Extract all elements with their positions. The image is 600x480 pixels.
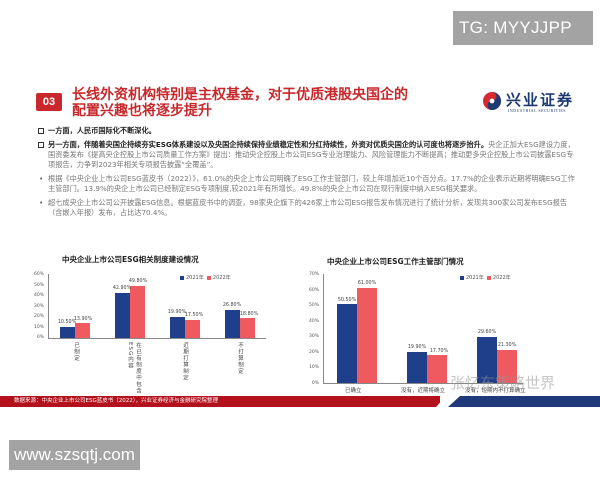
logo-text-en: INDUSTRIAL SECURITIES xyxy=(508,108,567,113)
logo-mark-icon xyxy=(483,92,501,110)
slide: 03 长线外资机构特别是主权基金，对于优质港股央国企的配置兴趣也将逐步提升 兴业… xyxy=(0,80,600,410)
bar-2022 xyxy=(130,285,145,338)
legend-swatch-2021 xyxy=(180,275,184,280)
chart-title: 中央企业上市公司ESG工作主管部门情况 xyxy=(327,257,464,266)
source-note: 数据来源：中央企业上市公司ESG蓝皮书（2022），兴业证券经济与金融研究院整理 xyxy=(14,398,218,404)
chart-legend: 2021年 2022年 xyxy=(460,274,511,281)
category-label: 近期打算制定 xyxy=(182,342,188,381)
y-axis xyxy=(48,274,49,338)
section-number-badge: 03 xyxy=(36,93,62,111)
bullet-item: • 超七成央企上市公司公开披露ESG信息。根据蓝皮书中的调查，98家央企旗下的4… xyxy=(39,198,568,217)
bullet-dot-icon: • xyxy=(39,198,44,207)
bar-2021 xyxy=(337,304,357,383)
watermark-top: TG: MYYJJPP xyxy=(453,11,593,45)
bar-2022 xyxy=(240,318,255,338)
bar-2021 xyxy=(60,327,75,338)
category-label: 没有，短期内不打算确立 xyxy=(465,388,526,394)
brand-logo: 兴业证券 INDUSTRIAL SECURITIES xyxy=(482,86,592,122)
source-footer: 数据来源：中央企业上市公司ESG蓝皮书（2022），兴业证券经济与金融研究院整理 xyxy=(0,396,600,407)
bullet-item: • 根据《中央企业上市公司ESG蓝皮书（2022）》，61.0%的央企上市公司明… xyxy=(39,174,575,193)
slide-title: 长线外资机构特别是主权基金，对于优质港股央国企的配置兴趣也将逐步提升 xyxy=(72,87,408,119)
legend-swatch-2022 xyxy=(206,275,211,280)
bullet-item: 一方面，人民币国际化不断深化。 xyxy=(38,126,578,136)
bar-2022 xyxy=(357,288,377,383)
bar-2022 xyxy=(75,323,90,338)
plot-area: 50.50% 61.00% 19.90% 17.70% 29.60% 21.30… xyxy=(323,274,523,383)
bar-2021 xyxy=(115,293,130,338)
bar-2022 xyxy=(185,319,200,338)
bar-2022 xyxy=(497,349,517,383)
bar-2021 xyxy=(407,352,427,383)
category-label: 已确立 xyxy=(345,388,362,394)
logo-text-cn: 兴业证券 xyxy=(506,91,575,109)
bar-2021 xyxy=(225,309,240,338)
bullet-list: 一方面，人民币国际化不断深化。 另一方面，伴随着央国企持续夯实ESG体系建设以及… xyxy=(38,126,578,222)
checkbox-square-icon xyxy=(38,142,44,148)
watermark-bottom: www.szsqtj.com xyxy=(9,440,140,470)
checkbox-square-icon xyxy=(38,128,44,134)
wechat-watermark: 张忆东策略世界 xyxy=(450,374,556,392)
bar-2021 xyxy=(170,317,185,338)
category-label: 没有，近期将确立 xyxy=(401,388,446,394)
footer-blue-band xyxy=(448,396,600,407)
chart-title: 中央企业上市公司ESG相关制度建设情况 xyxy=(62,255,199,264)
bar-2021 xyxy=(477,336,497,383)
bar-2022 xyxy=(427,355,447,383)
footer-divider xyxy=(436,396,450,407)
x-axis xyxy=(48,338,266,339)
chart-esg-department: 中央企业上市公司ESG工作主管部门情况 2021年 2022年 70% 60% … xyxy=(308,257,526,394)
x-axis xyxy=(323,383,523,384)
category-label: 不打算制定 xyxy=(237,342,243,375)
plot-area: 10.50% 13.90% 42.90% 49.80% 19.90% 17.50… xyxy=(48,275,266,338)
chart-esg-system: 中央企业上市公司ESG相关制度建设情况 2021年 2022年 60% 50% … xyxy=(30,252,290,394)
category-label: 在已有制度中包含ESG内容 xyxy=(127,342,141,394)
legend-swatch-2021 xyxy=(460,275,464,280)
y-axis xyxy=(323,274,324,383)
category-label: 已制定 xyxy=(73,342,79,362)
footer-red-band xyxy=(0,396,440,407)
chart-legend: 2021年 2022年 xyxy=(180,274,231,281)
bullet-dot-icon: • xyxy=(39,174,44,183)
bullet-item: 另一方面，伴随着央国企持续夯实ESG体系建设以及央国企持续保持业绩稳定性和分红持… xyxy=(38,140,578,170)
legend-swatch-2022 xyxy=(486,275,491,280)
